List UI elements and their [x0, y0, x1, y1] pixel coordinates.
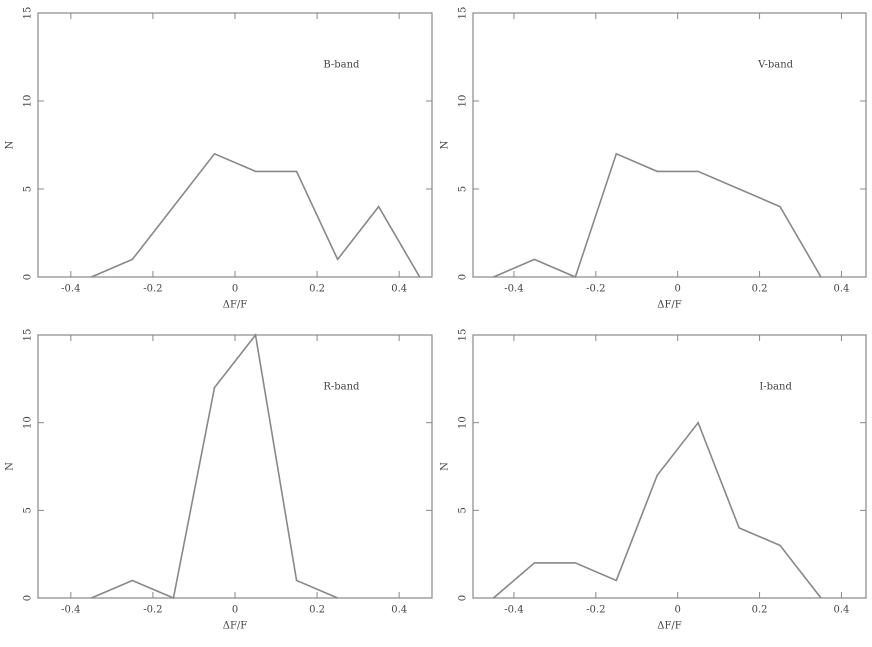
y-tick-label: 0: [458, 274, 469, 280]
annotation: V-band: [757, 60, 793, 71]
x-tick-label: -0.2: [143, 605, 162, 616]
x-tick-label: 0: [232, 284, 238, 295]
y-tick-label: 15: [458, 7, 469, 20]
data-line: [91, 152, 421, 278]
y-axis-label: N: [440, 462, 451, 471]
x-axis-label: ΔF/F: [657, 621, 682, 632]
plot-frame: [37, 12, 433, 278]
x-tick-label: 0.2: [309, 605, 325, 616]
x-tick-label: -0.4: [504, 284, 523, 295]
plot-frame: [472, 12, 867, 278]
x-tick-label: -0.4: [504, 605, 523, 616]
annotation: B-band: [323, 60, 360, 71]
plot-frame: [472, 334, 867, 599]
data-line: [492, 421, 822, 599]
y-tick-label: 0: [458, 595, 469, 601]
x-tick-label: 0.2: [752, 605, 768, 616]
y-tick-label: 15: [458, 329, 469, 342]
y-tick-label: 15: [23, 7, 34, 20]
y-tick-label: 5: [458, 507, 469, 513]
y-tick-label: 15: [23, 329, 34, 342]
x-tick-label: -0.4: [61, 284, 80, 295]
annotation: R-band: [323, 382, 360, 393]
x-tick-label: -0.2: [586, 284, 605, 295]
x-axis-label: ΔF/F: [223, 300, 248, 311]
y-axis-label: N: [5, 140, 16, 149]
x-tick-label: -0.2: [586, 605, 605, 616]
x-tick-label: 0.2: [309, 284, 325, 295]
y-tick-label: 0: [23, 595, 34, 601]
data-line: [493, 152, 822, 279]
y-tick-label: 10: [458, 95, 469, 108]
annotation: I-band: [759, 382, 792, 393]
x-tick-label: -0.4: [61, 605, 80, 616]
plot-frame: [37, 334, 433, 599]
x-tick-label: 0.4: [391, 605, 407, 616]
x-tick-label: 0: [675, 605, 681, 616]
x-tick-label: 0.4: [833, 284, 849, 295]
x-tick-label: -0.2: [143, 284, 162, 295]
x-tick-label: 0.2: [752, 284, 768, 295]
x-tick-label: 0.4: [833, 605, 849, 616]
x-axis-label: ΔF/F: [657, 300, 682, 311]
x-tick-label: 0.4: [391, 284, 407, 295]
y-tick-label: 10: [23, 416, 34, 429]
data-line: [91, 333, 338, 600]
x-tick-label: 0: [232, 605, 238, 616]
y-tick-label: 5: [458, 186, 469, 192]
y-tick-label: 0: [23, 274, 34, 280]
y-axis-label: N: [440, 140, 451, 149]
y-tick-label: 10: [458, 416, 469, 429]
x-tick-label: 0: [675, 284, 681, 295]
y-tick-label: 5: [23, 507, 34, 513]
x-axis-label: ΔF/F: [223, 621, 248, 632]
y-tick-label: 5: [23, 186, 34, 192]
y-axis-label: N: [5, 462, 16, 471]
y-tick-label: 10: [23, 95, 34, 108]
